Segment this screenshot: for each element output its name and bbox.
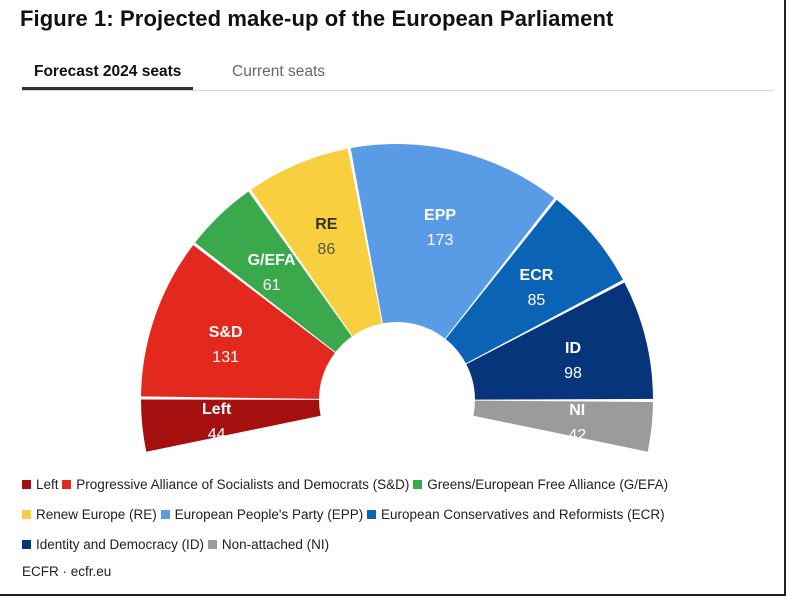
segment-re[interactable]	[250, 148, 382, 336]
legend-label: Identity and Democracy (ID)	[36, 537, 205, 552]
legend-swatch	[160, 510, 170, 519]
segment-label: RE	[315, 216, 338, 233]
legend-item: Renew Europe (RE)	[22, 507, 157, 522]
legend-item: Non-attached (NI)	[207, 537, 330, 552]
segment-value: 86	[317, 241, 335, 258]
segment-epp[interactable]	[350, 144, 555, 339]
segment-s-d[interactable]	[141, 245, 335, 399]
segment-ecr[interactable]	[445, 199, 624, 364]
legend-item: Progressive Alliance of Socialists and D…	[62, 477, 409, 492]
segment-value: 173	[427, 232, 454, 249]
legend-swatch	[62, 480, 72, 489]
legend-label: European People's Party (EPP)	[174, 507, 364, 522]
segment-value: 98	[564, 365, 582, 382]
segment-label: EPP	[424, 207, 456, 224]
segment-ni[interactable]	[473, 400, 653, 452]
segment-left[interactable]	[141, 399, 321, 452]
legend-swatch	[22, 480, 31, 489]
segment-g-efa[interactable]	[195, 191, 352, 353]
legend-swatch	[22, 510, 31, 519]
source-credit: ECFR · ecfr.eu	[22, 564, 112, 579]
tab-forecast-2024-seats[interactable]: Forecast 2024 seats	[22, 63, 194, 90]
legend-item: European People's Party (EPP)	[160, 507, 364, 522]
legend-label: Progressive Alliance of Socialists and D…	[76, 477, 410, 492]
segment-label: ID	[565, 340, 581, 357]
tab-current-seats[interactable]: Current seats	[232, 63, 326, 80]
segment-value: 44	[208, 426, 226, 443]
legend-label: Left	[36, 477, 59, 492]
segment-value: 131	[212, 349, 239, 366]
legend-item: Greens/European Free Alliance (G/EFA)	[413, 477, 668, 492]
legend-swatch	[207, 540, 217, 549]
tab-bar: Forecast 2024 seats Current seats	[22, 60, 774, 91]
segment-label: ECR	[520, 267, 554, 284]
legend-label: Non-attached (NI)	[221, 537, 330, 552]
segment-value: 61	[263, 277, 281, 294]
figure-title: Figure 1: Projected make-up of the Europ…	[20, 6, 614, 31]
legend-label: European Conservatives and Reformists (E…	[381, 507, 665, 522]
segment-id[interactable]	[466, 282, 653, 400]
legend-label: Greens/European Free Alliance (G/EFA)	[427, 477, 669, 492]
legend-label: Renew Europe (RE)	[36, 507, 157, 522]
legend-swatch	[367, 510, 377, 519]
legend: Left Progressive Alliance of Socialists …	[22, 470, 772, 560]
segment-label: G/EFA	[248, 252, 296, 269]
segment-value: 85	[528, 292, 546, 309]
legend-swatch	[413, 480, 423, 489]
legend-item: Left	[22, 477, 59, 492]
segment-label: Left	[202, 401, 232, 418]
segment-label: S&D	[209, 324, 243, 341]
legend-swatch	[22, 540, 31, 549]
segment-value: 42	[568, 427, 586, 444]
segment-label: NI	[569, 402, 585, 419]
parliament-chart: Left 44 S&D 131 G/EFA 61 RE 86 EPP 173 ECR 85 ID 98 NI…	[141, 144, 653, 452]
legend-item: Identity and Democracy (ID)	[22, 537, 204, 552]
legend-item: European Conservatives and Reformists (E…	[367, 507, 665, 522]
